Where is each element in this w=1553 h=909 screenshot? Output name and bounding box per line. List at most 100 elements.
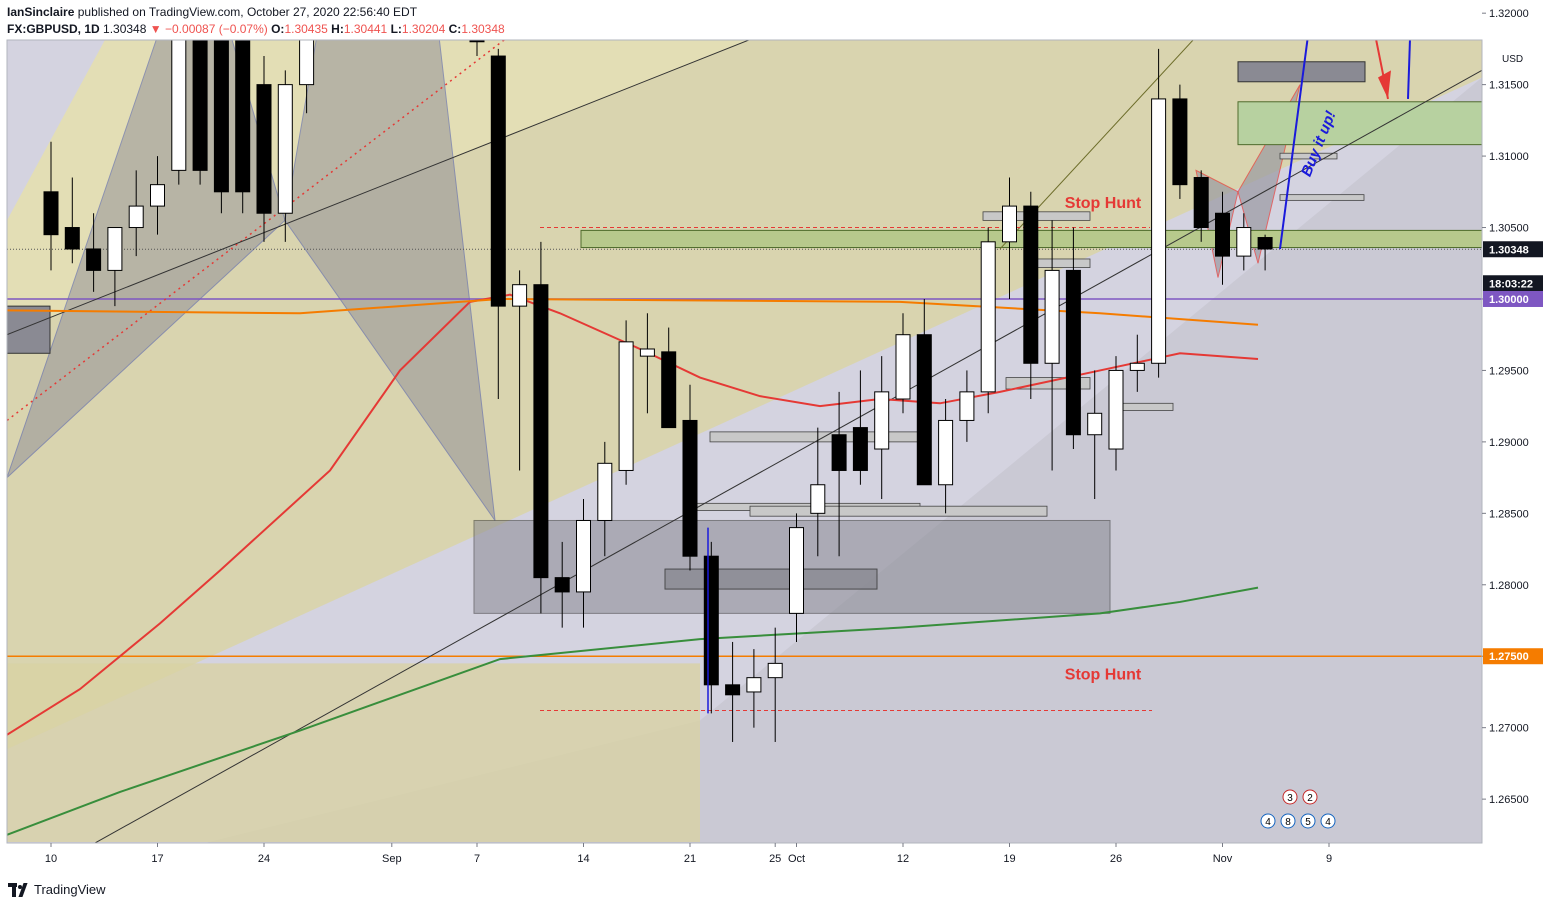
candle-37 <box>831 434 847 471</box>
candle-28 <box>639 348 655 357</box>
pullback-arrow <box>1375 40 1389 100</box>
candle-35 <box>789 527 804 614</box>
low-label: L: <box>390 22 402 36</box>
price-label-bg-4 <box>1483 290 1543 307</box>
buy-arrow <box>1279 40 1309 250</box>
y-tick-label-1: 1.27000 <box>1489 723 1529 735</box>
harmonic-triangle-cd <box>284 40 496 521</box>
candle-14 <box>342 0 356 13</box>
candle-29 <box>661 351 677 429</box>
x-tick-label-4: 7 <box>474 853 480 865</box>
price-label-bg-5 <box>1483 648 1543 665</box>
candle-30 <box>682 419 698 557</box>
close-label: C: <box>448 22 462 36</box>
y-tick-label-3: 1.28000 <box>1489 580 1529 592</box>
candle-0 <box>43 191 59 236</box>
uk-flag-icon-0 <box>1282 789 1298 805</box>
candle-25 <box>576 519 591 593</box>
us-flag-icon-2 <box>1300 813 1316 829</box>
candle-24 <box>554 577 570 593</box>
x-tick-label-1: 17 <box>151 853 163 865</box>
y-tick-label-4: 1.28500 <box>1489 508 1529 520</box>
last-price: 1.30348 <box>103 22 147 36</box>
candle-26 <box>597 462 613 521</box>
y-tick-label-10: 1.31500 <box>1489 80 1529 92</box>
candle-43 <box>959 391 975 421</box>
x-tick-label-5: 14 <box>577 853 589 865</box>
candle-45 <box>1002 205 1017 243</box>
x-tick-label-3: Sep <box>382 853 402 865</box>
price-label-5: 1.27500 <box>1489 651 1529 663</box>
range-box-3 <box>1005 377 1091 390</box>
candle-53 <box>1172 98 1188 186</box>
range-box-0 <box>709 431 924 443</box>
currency-label: USD <box>1502 54 1523 65</box>
candle-42 <box>938 419 954 486</box>
candle-22 <box>512 284 528 307</box>
candle-41 <box>916 334 932 486</box>
candle-55 <box>1215 212 1230 257</box>
channel-line-lower <box>93 69 1482 843</box>
candle-3 <box>107 227 123 271</box>
publish-info: published on TradingView.com, October 27… <box>77 5 418 19</box>
range-box-6 <box>1279 194 1365 201</box>
candle-51 <box>1129 362 1145 371</box>
candle-54 <box>1193 177 1209 229</box>
candle-56 <box>1236 227 1252 257</box>
candle-36 <box>810 484 826 514</box>
candle-32 <box>725 684 741 696</box>
x-tick-label-12: Nov <box>1213 853 1233 865</box>
candle-48 <box>1065 269 1081 436</box>
us-flag-icon-1 <box>1280 813 1296 829</box>
candle-40 <box>895 334 911 400</box>
x-tick-label-11: 26 <box>1110 853 1122 865</box>
olive-line <box>999 40 1194 250</box>
pitchfork-zone-lower <box>7 77 1482 843</box>
candle-20 <box>469 40 485 43</box>
stop-hunt-label-lower: Stop Hunt <box>1065 667 1142 684</box>
candle-52 <box>1151 98 1167 364</box>
stop-hunt-label-upper: Stop Hunt <box>1065 195 1142 212</box>
open-label: O: <box>271 22 285 36</box>
event-badge-top-0: 3 <box>1287 793 1293 804</box>
candle-39 <box>874 391 890 450</box>
candle-49 <box>1087 412 1103 436</box>
x-tick-label-13: 9 <box>1326 853 1332 865</box>
x-tick-label-2: 24 <box>258 853 270 865</box>
y-tick-label-9: 1.31000 <box>1489 151 1529 163</box>
lower-yellow-band <box>7 663 700 842</box>
footer-brand[interactable]: TradingView <box>8 882 106 897</box>
candle-57 <box>1257 237 1273 250</box>
candle-2 <box>86 248 102 271</box>
candle-4 <box>128 205 144 229</box>
candle-5 <box>150 184 165 207</box>
event-badge-bottom-1: 8 <box>1285 817 1291 828</box>
candle-12 <box>299 40 315 86</box>
x-tick-label-7: 25 <box>769 853 781 865</box>
change-value: −0.00087 (−0.07%) <box>165 22 268 36</box>
pullback-arrow-head <box>1378 70 1391 99</box>
candle-1 <box>64 227 80 250</box>
uk-flag-icon-1 <box>1302 789 1318 805</box>
price-label-bg-3 <box>1483 275 1543 292</box>
publish-line: IanSinclaire published on TradingView.co… <box>7 5 417 19</box>
candle-21 <box>490 55 506 307</box>
event-badge-bottom-3: 4 <box>1325 817 1331 828</box>
tradingview-logo-icon <box>8 882 30 897</box>
y-tick-label-6: 1.29500 <box>1489 365 1529 377</box>
x-tick-label-10: 19 <box>1003 853 1015 865</box>
candle-31 <box>703 555 719 686</box>
candle-7 <box>192 40 208 171</box>
x-tick-label-0: 10 <box>45 853 57 865</box>
y-tick-label-8: 1.30500 <box>1489 223 1529 235</box>
y-tick-label-11: 1.32000 <box>1489 8 1529 20</box>
green-moving-average <box>7 586 1259 836</box>
green-zone-3 <box>1237 101 1482 146</box>
price-label-bg-2 <box>1483 241 1543 258</box>
candle-10 <box>256 84 272 214</box>
author-name[interactable]: IanSinclaire <box>7 5 75 19</box>
us-flag-icon-0 <box>1260 813 1276 829</box>
candle-23 <box>533 284 549 579</box>
high-label: H: <box>331 22 344 36</box>
